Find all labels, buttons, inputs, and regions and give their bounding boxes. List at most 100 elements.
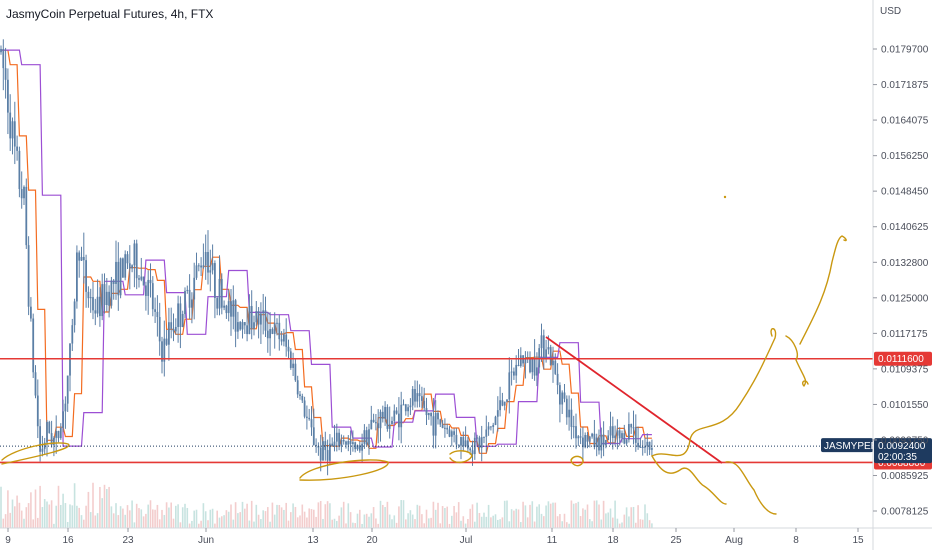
volume-bar [165,502,168,528]
y-tick-label: 0.0085925 [881,471,929,482]
volume-bar [60,504,62,528]
candle-body [545,349,547,359]
candle-body [480,437,483,448]
candle-body [11,121,14,139]
candle-body [485,429,488,437]
candle-body [248,306,251,335]
x-tick-label: 11 [547,535,558,546]
volume-bar [446,506,448,528]
volume-layer [0,482,653,528]
candle-body [542,335,545,359]
candle-body [214,263,216,299]
volume-bar [57,485,60,528]
candle-body [289,351,292,368]
volume-bar [46,501,48,528]
candle-body [34,372,37,396]
volume-bar [476,502,478,528]
volume-bar [439,523,442,528]
candles-layer [0,39,653,476]
candle-body [561,392,564,405]
candle-body [96,296,99,314]
volume-bar [264,511,267,528]
volume-bar [276,504,278,528]
candle-body [80,256,83,261]
candle-body [625,439,628,444]
volume-bar [200,520,202,528]
volume-bar [223,515,225,528]
volume-bar [529,504,531,528]
candle-body [641,446,644,448]
volume-bar [448,523,451,528]
y-tick-label: 0.0132800 [881,258,929,269]
candle-body [154,309,156,312]
volume-bar [575,503,577,528]
volume-bar [549,503,552,528]
volume-bar [345,523,347,528]
candle-body [216,298,219,309]
candle-body [616,430,619,436]
y-tick-label: 0.0171875 [881,80,929,91]
candle-body [64,403,67,412]
volume-bar [563,513,566,528]
volume-bar [513,510,515,528]
candle-body [384,406,386,419]
annotation-projection-up [651,328,777,457]
symbol-tag [821,438,873,453]
y-tick-label: 0.0101550 [881,400,929,411]
symbol-tag-label: JASMYPERP [824,441,885,452]
candle-body [404,404,407,412]
volume-bar [618,523,621,528]
candle-body [27,245,30,307]
volume-bar [161,509,163,528]
volume-bar [55,505,57,528]
candle-body [365,430,368,445]
candle-body [395,410,398,414]
candle-body [333,441,336,447]
candle-body [312,427,315,445]
candle-body [315,444,317,447]
annotation-ellipse-mid [299,459,389,481]
candle-body [342,439,345,442]
volume-bar [336,520,338,528]
candle-body [105,291,108,305]
candle-body [92,297,94,311]
volume-bar [188,523,191,528]
level-tag-label: 0.0088800 [878,458,926,469]
volume-bar [386,501,389,528]
candle-body [588,436,591,442]
candle-body [533,358,536,376]
candle-body [89,297,92,299]
volume-bar [361,523,363,528]
candle-body [536,367,538,376]
candle-body [329,443,331,461]
volume-bar [122,508,124,528]
volume-bar [283,509,285,528]
candle-body [492,424,495,427]
volume-bar [296,517,299,528]
candle-body [464,440,467,447]
volume-bar [478,512,481,528]
candle-body [271,329,274,334]
candle-body [36,395,39,427]
volume-bar [315,516,317,528]
volume-bar [142,516,145,528]
candle-body [549,347,552,366]
candle-body [207,252,209,273]
candle-body [462,436,465,447]
candle-body [444,427,446,429]
volume-bar [227,511,230,528]
candle-body [317,446,320,448]
volume-bar [414,519,416,528]
candle-body [469,448,472,451]
candle-body [186,289,189,291]
volume-bar [434,509,437,528]
volume-bar [106,489,108,528]
volume-bar [177,504,179,528]
volume-bar [193,510,195,528]
volume-bar [508,521,511,528]
annotation-projection-down [651,455,727,505]
volume-bar [377,523,379,528]
volume-bar [14,506,16,528]
volume-bar [612,517,614,528]
